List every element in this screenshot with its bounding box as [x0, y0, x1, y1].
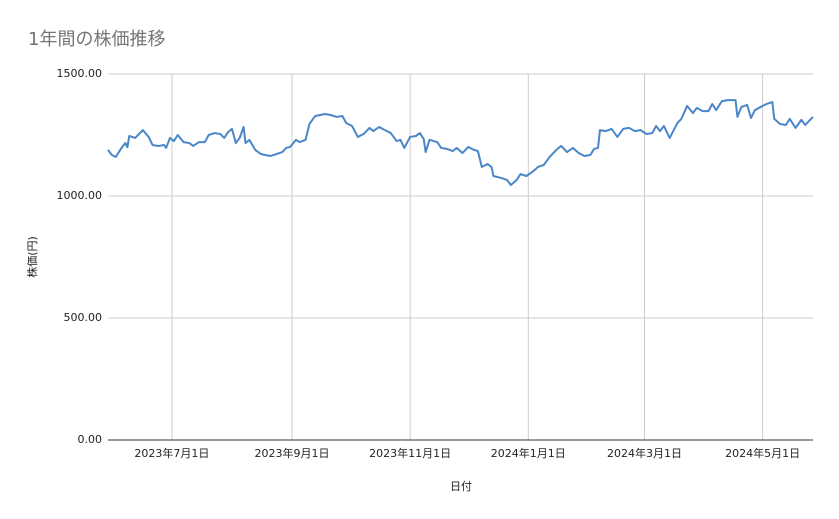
- y-tick-label: 1000.00: [57, 189, 103, 202]
- x-tick-label: 2024年5月1日: [725, 446, 800, 460]
- y-tick-label: 1500.00: [57, 67, 103, 80]
- price-line: [107, 99, 814, 187]
- x-tick-label: 2024年3月1日: [607, 446, 682, 460]
- y-tick-label: 500.00: [64, 311, 103, 324]
- y-axis-title: 株価(円): [25, 236, 39, 278]
- x-axis-title: 日付: [450, 480, 472, 493]
- chart-title: 1年間の株価推移: [28, 29, 165, 50]
- x-tick-label: 2024年1月1日: [491, 446, 566, 460]
- x-tick-label: 2023年9月1日: [254, 446, 329, 460]
- y-tick-label: 0.00: [78, 433, 103, 446]
- x-tick-label: 2023年7月1日: [134, 446, 209, 460]
- x-tick-label: 2023年11月1日: [369, 446, 451, 460]
